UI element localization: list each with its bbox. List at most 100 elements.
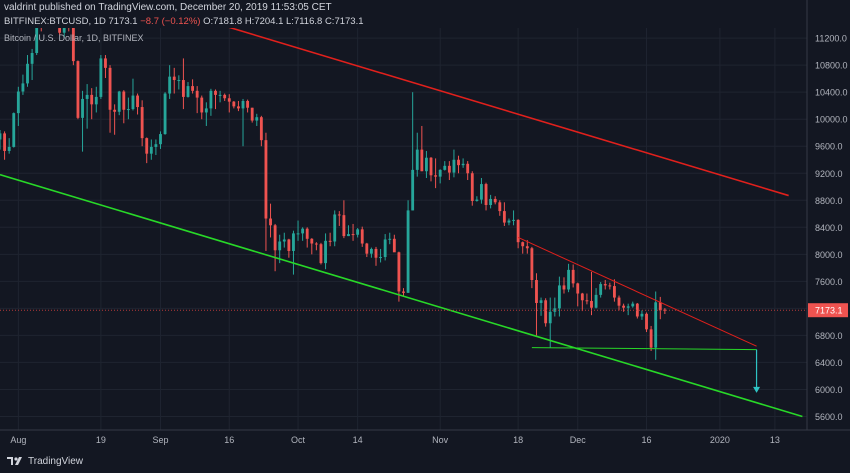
candle-body [635, 303, 639, 317]
candle-body [232, 101, 236, 107]
candle-body [136, 95, 139, 108]
candle-body [333, 214, 337, 242]
candle-body [576, 283, 580, 294]
candle-body [347, 234, 350, 237]
symbol-label: BITFINEX:BTCUSD, 1D [4, 16, 106, 27]
candle-body [305, 228, 309, 239]
time-tick-label: Nov [432, 435, 449, 445]
candle-body [498, 202, 502, 212]
candle-body [383, 239, 387, 258]
candle-body [227, 98, 231, 102]
price-tick-label: 9600.0 [815, 142, 843, 152]
candle-body [571, 269, 575, 284]
price-tick-label: 8400.0 [815, 223, 843, 233]
last-price-tag-label: 7173.1 [815, 306, 843, 316]
price-change: −8.7 (−0.12%) [140, 16, 201, 27]
candle-body [640, 313, 644, 317]
candle-body [310, 238, 314, 244]
candle-body [30, 52, 34, 64]
candle-body [246, 100, 250, 108]
candle-body [104, 58, 107, 68]
close-value: C:7173.1 [324, 16, 364, 27]
tradingview-footer[interactable]: TradingView [6, 455, 83, 467]
candle-body [649, 329, 653, 348]
price-tick-label: 11200.0 [815, 34, 847, 44]
publisher-line: valdrint published on TradingView.com, D… [4, 2, 332, 13]
candle-body [663, 309, 667, 311]
candle-body [622, 305, 626, 308]
candle-body [392, 238, 396, 253]
candle-body [328, 240, 332, 242]
candle-body [122, 91, 126, 110]
candle-body [484, 184, 488, 206]
candle-body [452, 159, 456, 173]
candle-body [512, 219, 515, 221]
candle-body [402, 291, 405, 293]
open-value: O:7181.8 [203, 16, 243, 27]
candle-body [379, 257, 382, 259]
candle-body [429, 157, 433, 176]
candle-body [608, 285, 612, 287]
price-tick-label: 8000.0 [815, 250, 843, 260]
candle-body [241, 100, 245, 109]
price-tick-label: 6800.0 [815, 331, 843, 341]
candle-body [85, 94, 89, 99]
candle-body [603, 284, 607, 286]
candle-body [567, 269, 570, 290]
candle-body [250, 107, 254, 121]
candle-body [154, 144, 158, 147]
candle-body [480, 184, 483, 200]
candle-body [539, 300, 543, 303]
candle-body [94, 96, 98, 105]
candle-body [507, 220, 511, 223]
time-tick-label: 16 [224, 435, 234, 445]
candle-body [209, 90, 213, 109]
price-tick-label: 7600.0 [815, 277, 843, 287]
candle-body [218, 94, 222, 96]
high-value: H:7204.1 [244, 16, 284, 27]
candle-body [360, 229, 364, 244]
candle-body [654, 302, 658, 348]
candle-body [580, 293, 584, 301]
candle-body [489, 198, 493, 206]
candle-body [200, 97, 204, 113]
price-tick-label: 9200.0 [815, 169, 843, 179]
candle-body [21, 83, 25, 92]
time-tick-label: 2020 [710, 435, 730, 445]
candle-body [557, 285, 561, 309]
candle-body [397, 252, 401, 292]
candle-body [562, 285, 566, 290]
price-tick-label: 6400.0 [815, 358, 843, 368]
candle-body [365, 243, 369, 254]
time-tick-label: 19 [96, 435, 106, 445]
candle-body [296, 233, 300, 235]
candle-body [71, 28, 75, 62]
candle-body [369, 248, 373, 254]
candle-body [7, 146, 11, 151]
candle-body [145, 138, 149, 154]
candle-body [223, 94, 227, 99]
horizontal-support-line [531, 347, 757, 351]
candle-body [181, 80, 185, 97]
candle-body [113, 109, 117, 112]
candle-body [26, 63, 29, 84]
candle-body [191, 86, 195, 91]
resistance-trendline [228, 28, 789, 197]
candle-body [443, 165, 447, 170]
candle-body [356, 229, 360, 235]
candle-body [278, 241, 282, 251]
candle-body [585, 300, 589, 302]
candle-body [172, 76, 176, 81]
candle-body [58, 28, 62, 33]
time-tick-label: Dec [570, 435, 587, 445]
candle-body [374, 248, 378, 258]
time-tick-label: 18 [513, 435, 523, 445]
candle-body [62, 28, 66, 33]
price-tick-label: 10000.0 [815, 115, 848, 125]
candle-body [415, 149, 419, 170]
candle-body [204, 108, 208, 113]
candle-body [626, 306, 630, 308]
price-tick-label: 6000.0 [815, 385, 843, 395]
candle-body [434, 175, 438, 177]
candle-body [521, 242, 525, 247]
